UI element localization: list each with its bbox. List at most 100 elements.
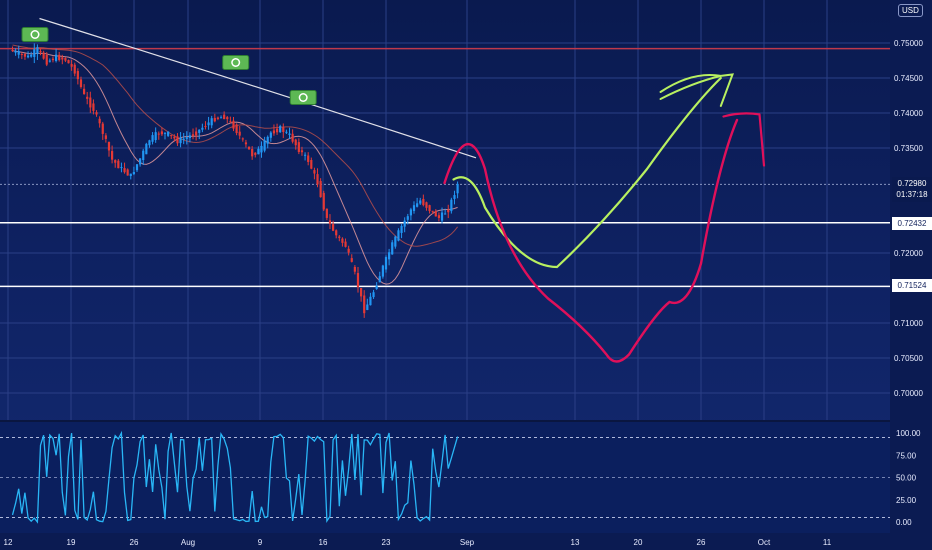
bar-countdown: 01:37:18 <box>896 190 928 199</box>
osc-tick-label: 50.00 <box>896 474 917 483</box>
candle-body <box>198 129 201 133</box>
projection-green-arrow <box>659 73 735 107</box>
candle-body <box>353 266 356 272</box>
candle-body <box>369 296 372 306</box>
candle-body <box>360 287 363 297</box>
candle-body <box>191 134 195 136</box>
candle-body <box>95 112 98 115</box>
level-price-tag: 0.71524 <box>892 279 932 292</box>
candle-body <box>204 126 207 128</box>
candle-body <box>188 135 192 138</box>
current-price-tag: 0.72980 01:37:18 <box>892 177 932 202</box>
candle-body <box>254 152 257 155</box>
ma-slow <box>39 17 477 159</box>
candle-body <box>244 142 248 145</box>
candle-body <box>450 199 453 212</box>
candle-body <box>20 53 23 55</box>
price-tick-label: 0.71000 <box>894 319 923 328</box>
candle-body <box>76 71 79 80</box>
candle-body <box>388 252 391 260</box>
candle-body <box>223 114 226 120</box>
candle-body <box>86 96 89 99</box>
candle-body <box>61 57 64 60</box>
candle-body <box>453 195 456 199</box>
candle-body <box>272 130 276 134</box>
candle-body <box>26 55 30 58</box>
dollar-icon <box>21 27 49 42</box>
candle-body <box>210 118 213 126</box>
candle-body <box>325 208 328 218</box>
candle-body <box>444 213 447 215</box>
candle-body <box>300 150 304 153</box>
candle-body <box>120 167 123 169</box>
candle-body <box>154 132 157 141</box>
date-tick-label: 19 <box>67 538 76 547</box>
candle-body <box>378 276 381 283</box>
candle-body <box>425 202 428 208</box>
candle-body <box>132 172 135 175</box>
moving-averages <box>12 17 477 285</box>
candle-body <box>39 51 42 53</box>
candle-body <box>235 124 238 134</box>
candle-body <box>160 131 163 135</box>
badge-coin-inner <box>300 94 307 101</box>
dollar-badges <box>21 27 317 105</box>
dollar-icon <box>289 90 317 105</box>
candle-body <box>366 304 369 311</box>
candle-body <box>241 138 244 140</box>
candle-body <box>14 50 17 53</box>
candle-body <box>195 131 198 136</box>
candle-body <box>201 127 204 130</box>
candle-body <box>344 241 347 247</box>
candle-body <box>42 52 45 59</box>
candle-body <box>297 142 300 152</box>
candle-body <box>142 150 145 161</box>
candle-body <box>33 49 36 57</box>
candle-body <box>456 183 459 194</box>
candle-body <box>331 224 335 231</box>
candle-body <box>104 135 107 139</box>
candle-body <box>145 143 148 155</box>
candle-body <box>260 145 263 153</box>
candle-body <box>135 164 139 171</box>
date-tick-label: 20 <box>634 538 643 547</box>
candle-body <box>428 205 431 212</box>
candle-body <box>251 148 254 157</box>
candlesticks[interactable] <box>11 43 459 318</box>
current-price-value: 0.72980 <box>897 179 927 188</box>
date-tick-label: 16 <box>319 538 328 547</box>
candle-body <box>431 210 434 212</box>
candle-body <box>247 146 251 150</box>
currency-selector[interactable]: USD <box>898 4 923 17</box>
candle-body <box>111 151 114 160</box>
ma-medium <box>12 44 458 247</box>
candle-body <box>285 131 288 133</box>
candle-body <box>335 230 338 236</box>
date-tick-label: 12 <box>4 538 13 547</box>
ma-fast <box>12 50 458 285</box>
candle-body <box>207 122 210 126</box>
candle-body <box>151 135 154 142</box>
candle-body <box>185 137 188 139</box>
candle-body <box>406 216 409 220</box>
candle-body <box>434 211 437 217</box>
candle-body <box>70 64 73 67</box>
axis-labels: 0.75000 0.74500 0.74000 0.73500 0.72000 0.710… <box>4 39 924 547</box>
candle-body <box>157 133 160 135</box>
price-axis <box>890 0 932 550</box>
horizontal-levels[interactable] <box>0 47 890 288</box>
date-tick-label: 11 <box>823 538 832 547</box>
candle-body <box>219 117 223 119</box>
candle-body <box>67 60 70 64</box>
candle-body <box>347 248 350 253</box>
projection-drawings[interactable] <box>443 73 766 363</box>
price-tick-label: 0.74000 <box>894 109 923 118</box>
candle-body <box>126 169 129 176</box>
candle-body <box>419 200 422 204</box>
date-tick-label: Sep <box>460 538 475 547</box>
projection-pink-line <box>443 118 739 363</box>
candle-body <box>316 174 319 185</box>
badge-coin-inner <box>32 31 38 38</box>
